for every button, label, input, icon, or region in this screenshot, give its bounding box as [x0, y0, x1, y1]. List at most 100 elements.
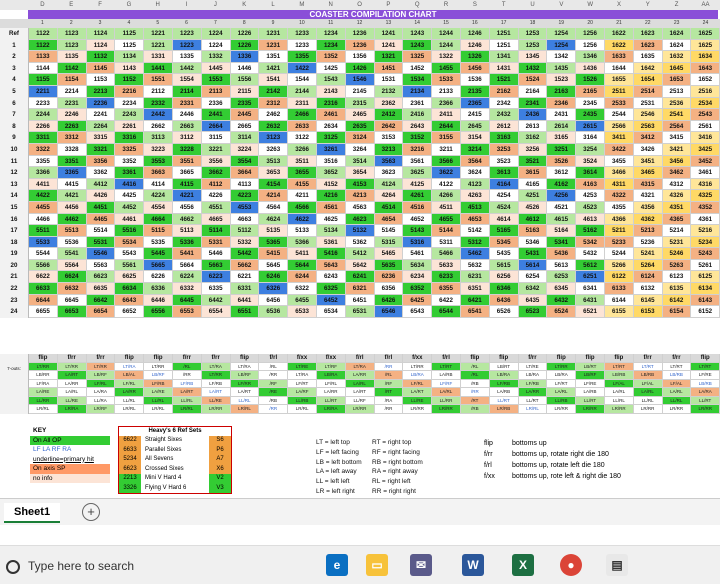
grid-cell[interactable]: 2311: [288, 97, 317, 110]
flip-cell[interactable]: LA/RL: [662, 388, 692, 397]
flip-cell[interactable]: LT/RF: [316, 362, 346, 371]
grid-cell[interactable]: 3514: [345, 155, 375, 168]
flip-cell[interactable]: LA/RT: [403, 388, 433, 397]
flip-cell[interactable]: LR/RR: [691, 405, 720, 414]
grid-cell[interactable]: 2633: [288, 120, 317, 133]
grid-cell[interactable]: 5516: [115, 225, 145, 237]
ref-cell[interactable]: 1221: [144, 28, 173, 40]
grid-cell[interactable]: 4325: [691, 190, 720, 202]
grid-cell[interactable]: 6543: [403, 306, 433, 318]
grid-cell[interactable]: 4315: [633, 178, 663, 191]
flip-cell[interactable]: LR/RR: [432, 405, 461, 414]
grid-cell[interactable]: 2165: [576, 85, 605, 98]
grid-cell[interactable]: 3564: [460, 155, 490, 168]
grid-cell[interactable]: 1332: [201, 51, 231, 63]
grid-cell[interactable]: 3325: [115, 143, 145, 156]
grid-cell[interactable]: 5114: [201, 225, 231, 237]
flip-cell[interactable]: LT/RA: [345, 362, 375, 371]
flip-section[interactable]: flip f/rr f/rr flip flip f/rr f/rr flip f/rl f/xx…: [0, 354, 720, 414]
grid-cell[interactable]: 5613: [547, 259, 577, 272]
flip-cell[interactable]: LF/RT: [288, 379, 317, 388]
column-letter[interactable]: U: [530, 2, 535, 8]
grid-cell[interactable]: 3625: [403, 167, 433, 179]
grid-cell[interactable]: 1625: [691, 39, 720, 52]
flip-cell[interactable]: LB/RB: [604, 371, 634, 380]
grid-cell[interactable]: 3113: [144, 132, 173, 144]
grid-cell[interactable]: 2642: [374, 120, 404, 133]
flip-cell[interactable]: LR/RR: [403, 405, 433, 414]
grid-cell[interactable]: 4425: [115, 190, 145, 202]
grid-cell[interactable]: 4352: [691, 201, 720, 214]
flip-cell[interactable]: /RR: [374, 405, 404, 414]
grid-cell[interactable]: 5362: [345, 236, 375, 249]
grid-cell[interactable]: 6534: [316, 306, 346, 318]
grid-cell[interactable]: 4422: [29, 190, 58, 202]
flip-cell[interactable]: LA/RE: [144, 388, 173, 397]
grid-cell[interactable]: 3162: [518, 132, 548, 144]
grid-cell[interactable]: 2511: [604, 85, 634, 98]
grid-cell[interactable]: 6445: [172, 294, 202, 307]
grid-cell[interactable]: 2164: [518, 85, 548, 98]
grid-cell[interactable]: 6446: [144, 294, 173, 307]
grid-cell[interactable]: 3553: [144, 155, 173, 168]
flip-cell[interactable]: /RL: [172, 362, 202, 371]
grid-cell[interactable]: 1341: [489, 51, 519, 63]
flip-cell[interactable]: LL/RT: [316, 396, 346, 405]
grid-cell[interactable]: 1644: [604, 62, 634, 75]
ref-cell[interactable]: 1253: [518, 28, 548, 40]
flip-cell[interactable]: /RB: [259, 396, 289, 405]
grid-cell[interactable]: 1441: [144, 62, 173, 75]
grid-cell[interactable]: 2665: [230, 120, 260, 133]
grid-cell[interactable]: 4612: [518, 213, 548, 226]
grid-cell[interactable]: 4311: [604, 178, 634, 191]
grid-cell[interactable]: 2446: [172, 109, 202, 121]
grid-cell[interactable]: 6133: [604, 283, 634, 295]
grid-cell[interactable]: 1551: [144, 74, 173, 86]
grid-cell[interactable]: 3615: [518, 167, 548, 179]
grid-cell[interactable]: 2346: [547, 97, 577, 110]
grid-cell[interactable]: 1553: [201, 74, 231, 86]
grid-cell[interactable]: 6251: [576, 271, 605, 284]
grid-cell[interactable]: 3451: [633, 155, 663, 168]
grid-cell[interactable]: 4613: [576, 213, 605, 226]
grid-cell[interactable]: 2662: [144, 120, 173, 133]
grid-cell[interactable]: 2536: [662, 97, 692, 110]
grid-cell[interactable]: 3316: [115, 132, 145, 144]
grid-cell[interactable]: 4456: [57, 201, 87, 214]
grid-cell[interactable]: 2234: [115, 97, 145, 110]
grid-cell[interactable]: 4361: [691, 213, 720, 226]
grid-cell[interactable]: 6635: [86, 283, 116, 295]
flip-cell[interactable]: LA/RL: [57, 388, 87, 397]
grid-cell[interactable]: 1123: [57, 39, 87, 52]
flip-cell[interactable]: LA/RB: [489, 388, 519, 397]
flip-cell[interactable]: LB/RA: [316, 371, 346, 380]
grid-cell[interactable]: 5112: [230, 225, 260, 237]
grid-cell[interactable]: 4556: [172, 201, 202, 214]
grid-cell[interactable]: 6544: [432, 306, 461, 318]
grid-cell[interactable]: 1133: [29, 51, 58, 63]
grid-cell[interactable]: 3366: [29, 167, 58, 179]
grid-cell[interactable]: 1254: [547, 39, 577, 52]
grid-cell[interactable]: 5536: [57, 236, 87, 249]
grid-cell[interactable]: 1456: [460, 62, 490, 75]
grid-cell[interactable]: 6246: [259, 271, 289, 284]
grid-cell[interactable]: 3328: [57, 143, 87, 156]
grid-cell[interactable]: 3415: [662, 132, 692, 144]
grid-cell[interactable]: 1426: [345, 62, 375, 75]
grid-cell[interactable]: 6642: [86, 294, 116, 307]
grid-cell[interactable]: 4312: [662, 178, 692, 191]
grid-cell[interactable]: 2231: [57, 97, 87, 110]
flip-cell[interactable]: LR/RL: [230, 405, 260, 414]
grid-cell[interactable]: 5664: [172, 259, 202, 272]
grid-cell[interactable]: 5665: [144, 259, 173, 272]
grid-cell[interactable]: 4652: [403, 213, 433, 226]
grid-cell[interactable]: 1325: [403, 51, 433, 63]
grid-cell[interactable]: 2366: [432, 97, 461, 110]
grid-cell[interactable]: 5633: [432, 259, 461, 272]
column-letter[interactable]: O: [357, 2, 362, 8]
grid-cell[interactable]: 1135: [57, 51, 87, 63]
ref-cell[interactable]: 1256: [576, 28, 605, 40]
grid-cell[interactable]: 4451: [86, 201, 116, 214]
grid-cell[interactable]: 3223: [144, 143, 173, 156]
grid-cell[interactable]: 3362: [86, 167, 116, 179]
